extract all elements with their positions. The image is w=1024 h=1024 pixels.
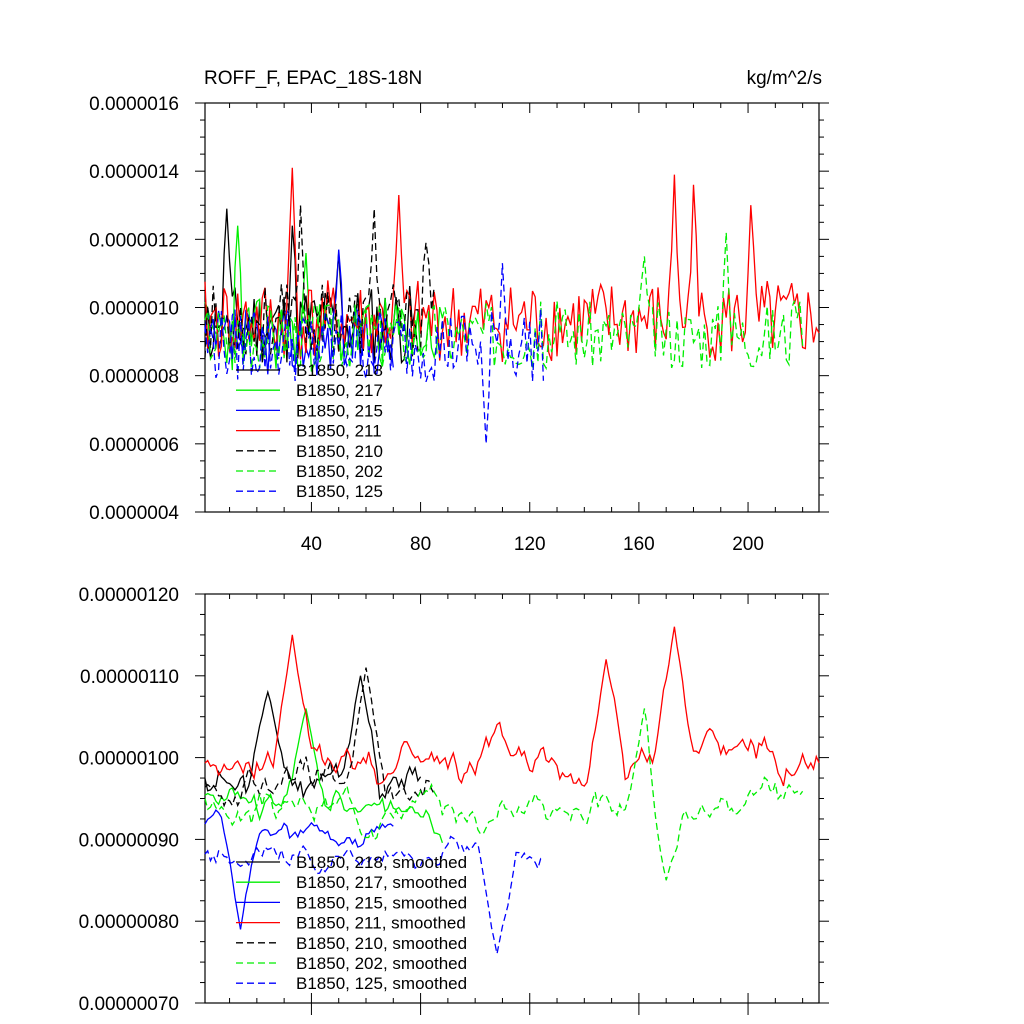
bottom-series-line-7 [204,835,544,955]
legend-entry-label: B1850, 218, smoothed [296,853,467,872]
y-tick-label: 0.00000090 [79,830,179,851]
top-series-group [204,167,820,444]
top-panel: ROFF_F, EPAC_18S-18N kg/m^2/s 40 80 120 160… [89,68,829,555]
y-tick-label: 0.00000100 [79,749,179,770]
legend-entry-label: B1850, 202 [296,462,383,481]
bottom-series-group [204,626,820,955]
bottom-series-line-3 [204,809,394,930]
x-tick-label: 160 [623,534,655,555]
y-tick-label: 0.00000120 [79,585,179,606]
legend-entry-label: B1850, 215, smoothed [296,893,467,912]
legend-entry-label: B1850, 210 [296,442,383,461]
legend-entry-label: B1850, 217 [296,381,383,400]
x-tick-label: 80 [410,534,431,555]
bottom-series-line-1 [204,675,422,801]
bottom-series-line-5 [204,667,435,808]
bottom-series-line-4 [204,626,820,787]
bottom-axis-ticks: 0.00000070 0.00000080 0.00000090 0.00000100… [79,585,829,1015]
legend-entry-label: B1850, 217, smoothed [296,873,467,892]
legend-entry-label: B1850, 218 [296,361,383,380]
y-tick-label: 0.00000080 [79,912,179,933]
top-axis-ticks: 40 80 120 160 200 0.0000004 0.0000006 0.0000008… [89,94,829,555]
bottom-panel: 0.00000070 0.00000080 0.00000090 0.00000100… [79,585,829,1015]
y-tick-label: 0.0000016 [89,94,179,115]
legend-entry-label: B1850, 125 [296,482,383,501]
bottom-series-line-6 [204,708,804,881]
y-tick-label: 0.0000012 [89,230,179,251]
x-tick-label: 120 [514,534,546,555]
y-tick-label: 0.00000070 [79,994,179,1015]
y-tick-label: 0.0000006 [89,435,179,456]
top-chart-title: ROFF_F, EPAC_18S-18N [204,68,422,89]
y-tick-label: 0.0000014 [89,162,179,183]
bottom-series-line-2 [204,708,444,844]
x-tick-label: 40 [301,534,322,555]
legend-entry-label: B1850, 125, smoothed [296,974,467,993]
top-series-line-6 [204,232,804,371]
legend-entry-label: B1850, 202, smoothed [296,954,467,973]
y-tick-label: 0.0000010 [89,299,179,320]
y-tick-label: 0.00000110 [80,667,179,688]
legend-entry-label: B1850, 210, smoothed [296,934,467,953]
top-series-line-5 [204,205,435,358]
y-tick-label: 0.0000004 [89,503,179,524]
top-series-line-7 [204,263,545,444]
x-tick-label: 200 [732,534,764,555]
legend-entry-label: B1850, 215 [296,401,383,420]
legend-entry-label: B1850, 211, smoothed [296,914,466,933]
top-chart-units: kg/m^2/s [747,68,822,89]
legend-entry-label: B1850, 211 [296,422,382,441]
y-tick-label: 0.0000008 [89,367,179,388]
